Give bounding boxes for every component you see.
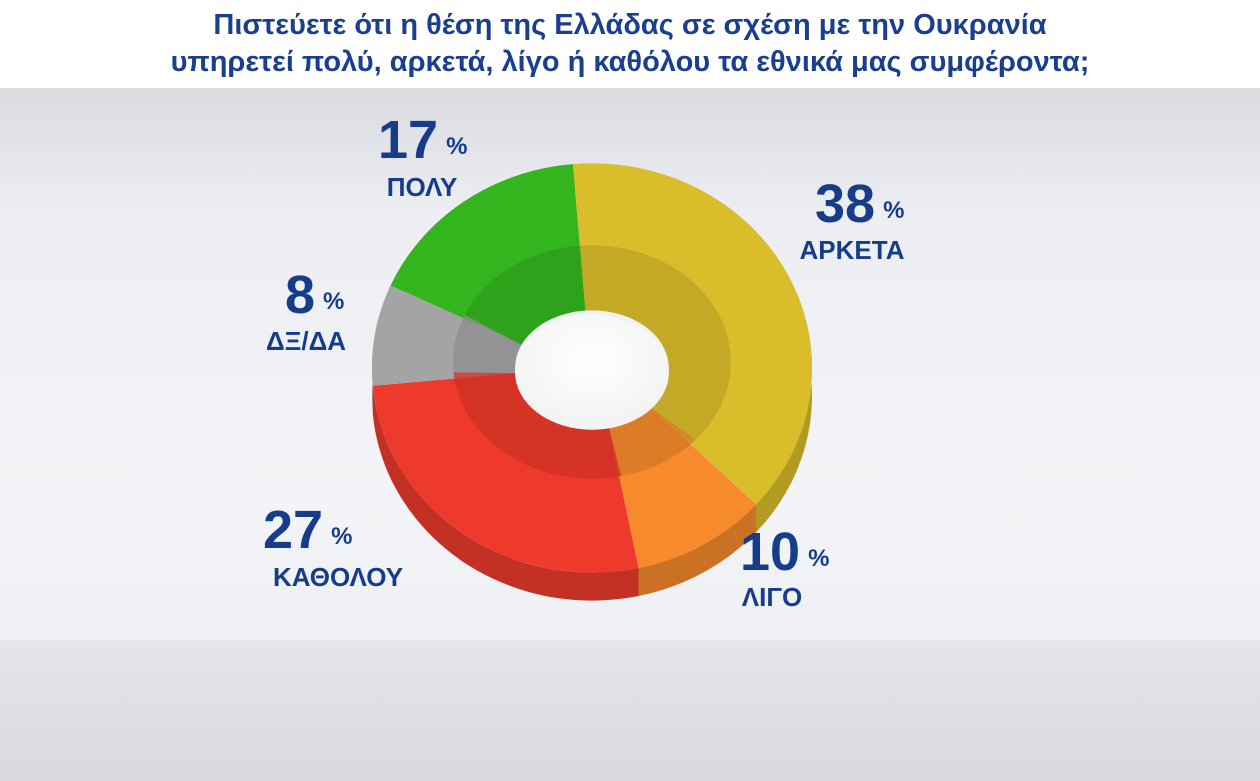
slice-2-percent-sign: % [808,545,829,572]
slice-1-label-group: 38 % ΑΡΚΕΤΑ [800,174,905,265]
slice-3-inner-shade [453,372,622,479]
question-title-line-1: Πιστεύετε ότι η θέση της Ελλάδας σε σχέσ… [213,9,1047,41]
slice-4-label-group: 8 % ΔΞ/ΔΑ [266,265,346,356]
slice-1-percent-sign: % [883,197,904,224]
question-header: Πιστεύετε ότι η θέση της Ελλάδας σε σχέσ… [0,0,1260,88]
slice-4-percent-sign: % [323,288,344,315]
slice-3-percent-sign: % [331,523,352,550]
question-title-line-2: υπηρετεί πολύ, αρκετά, λίγο ή καθόλου τα… [170,46,1090,78]
slice-1-inner-shade [579,245,731,440]
slice-5-value-label: 17 [378,110,438,170]
slice-1-category-label: ΑΡΚΕΤΑ [800,235,905,265]
slice-3-value-label: 27 [263,500,323,560]
slice-2-side [638,504,756,596]
slice-5-category-label: ΠΟΛΥ [387,172,458,202]
slice-5-inner-shade [464,245,586,345]
slice-2-inner-shade [608,406,696,477]
slice-2-value-label: 10 [740,522,800,582]
slice-4-value-label: 8 [285,265,315,325]
slice-3-category-label: ΚΑΘΟΛΟΥ [273,562,403,592]
chart-floor [0,640,1260,781]
slice-3-label-group: 27 % ΚΑΘΟΛΟΥ [263,500,403,592]
slice-3-slice [372,373,639,573]
slice-4-category-label: ΔΞ/ΔΑ [266,326,346,356]
slice-5-percent-sign: % [446,133,467,160]
slice-2-category-label: ΛΙΓΟ [742,582,802,612]
slice-3-side [372,385,639,601]
slice-4-inner-shade [452,314,522,373]
donut-hole [515,314,669,430]
slice-1-value-label: 38 [815,174,875,234]
slice-2-label-group: 10 %ΛΙΓΟ [740,522,829,612]
slice-5-label-group: 17 % ΠΟΛΥ [378,110,467,202]
